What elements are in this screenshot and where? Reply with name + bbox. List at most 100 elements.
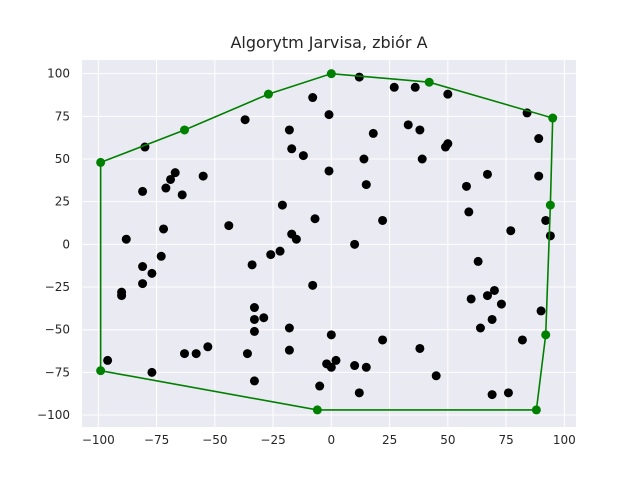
hull-vertex [541, 330, 551, 340]
scatter-point [308, 93, 318, 103]
hull-vertex [326, 69, 336, 79]
scatter-point [291, 234, 301, 244]
scatter-point [415, 125, 425, 135]
convex-hull [96, 69, 558, 415]
scatter-point [331, 355, 341, 365]
scatter-point [475, 323, 485, 333]
scatter-point [249, 314, 259, 324]
scatter-point [534, 134, 544, 144]
scatter-point [489, 285, 499, 295]
y-tick-label: 25 [55, 195, 70, 209]
scatter-point [203, 342, 213, 352]
scatter-point [517, 335, 527, 345]
scatter-point [443, 139, 453, 149]
scatter-point [198, 171, 208, 181]
scatter-point [496, 299, 506, 309]
scatter-points [103, 72, 555, 400]
scatter-point [224, 221, 234, 231]
scatter-point [350, 239, 360, 249]
scatter-point [277, 200, 287, 210]
scatter-point [242, 349, 252, 359]
hull-vertex [263, 89, 273, 99]
x-tick-labels: −100 −75 −50 −25 0 25 50 75 100 [82, 433, 576, 447]
scatter-point [156, 251, 166, 261]
y-tick-label: 75 [55, 109, 70, 123]
hull-vertex [312, 405, 322, 415]
x-tick-label: 75 [498, 433, 513, 447]
scatter-point [464, 207, 474, 217]
y-tick-labels: −100 −75 −50 −25 0 25 50 75 100 [37, 67, 70, 422]
scatter-point [415, 343, 425, 353]
scatter-point [482, 291, 492, 301]
scatter-point [310, 214, 320, 224]
x-tick-label: −100 [82, 433, 115, 447]
scatter-point [324, 166, 334, 176]
scatter-point [536, 306, 546, 316]
scatter-point [147, 367, 157, 377]
scatter-point [417, 154, 427, 164]
y-tick-label: −100 [37, 408, 70, 422]
scatter-point [324, 110, 334, 120]
hull-vertex [96, 366, 106, 376]
scatter-point [138, 186, 148, 196]
scatter-point [545, 231, 555, 241]
y-tick-label: 100 [47, 67, 70, 81]
scatter-point [389, 82, 399, 92]
grid-lines [82, 60, 576, 427]
y-tick-label: −25 [45, 280, 70, 294]
hull-vertex [545, 200, 555, 210]
scatter-point [461, 181, 471, 191]
scatter-point [403, 120, 413, 130]
scatter-point [159, 224, 169, 234]
x-tick-label: 50 [440, 433, 455, 447]
scatter-point [487, 390, 497, 400]
scatter-point [177, 190, 187, 200]
hull-vertex [424, 77, 434, 87]
scatter-point [506, 226, 516, 236]
scatter-point [354, 388, 364, 398]
scatter-point [247, 260, 257, 270]
scatter-point [249, 376, 259, 386]
y-tick-label: −75 [45, 365, 70, 379]
chart-title: Algorytm Jarvisa, zbiór A [230, 33, 427, 52]
y-tick-label: 0 [62, 237, 70, 251]
scatter-point [161, 183, 171, 193]
scatter-point [103, 355, 113, 365]
x-tick-label: −75 [144, 433, 169, 447]
scatter-point [249, 326, 259, 336]
scatter-point [443, 89, 453, 99]
scatter-point [378, 215, 388, 225]
scatter-point [350, 361, 360, 371]
scatter-point [534, 171, 544, 181]
scatter-point [121, 234, 131, 244]
scatter-point [138, 279, 148, 289]
scatter-point [138, 262, 148, 272]
scatter-point [361, 180, 371, 190]
hull-vertex [548, 113, 558, 123]
scatter-point [361, 362, 371, 372]
scatter-point [275, 246, 285, 256]
scatter-point [259, 313, 269, 323]
scatter-point [117, 291, 127, 301]
scatter-point [431, 371, 441, 381]
scatter-point [541, 215, 551, 225]
x-tick-label: 25 [382, 433, 397, 447]
scatter-point [191, 349, 201, 359]
scatter-point [482, 169, 492, 179]
x-tick-label: −50 [202, 433, 227, 447]
scatter-point [298, 151, 308, 161]
scatter-point [284, 323, 294, 333]
scatter-point [326, 362, 336, 372]
scatter-point [284, 345, 294, 355]
scatter-point [487, 314, 497, 324]
scatter-point [326, 330, 336, 340]
scatter-point [410, 82, 420, 92]
scatter-point [359, 154, 369, 164]
hull-vertex [96, 157, 106, 167]
y-tick-label: 50 [55, 152, 70, 166]
scatter-point [315, 381, 325, 391]
hull-vertex [180, 125, 190, 135]
scatter-point [378, 335, 388, 345]
scatter-point [368, 128, 378, 138]
